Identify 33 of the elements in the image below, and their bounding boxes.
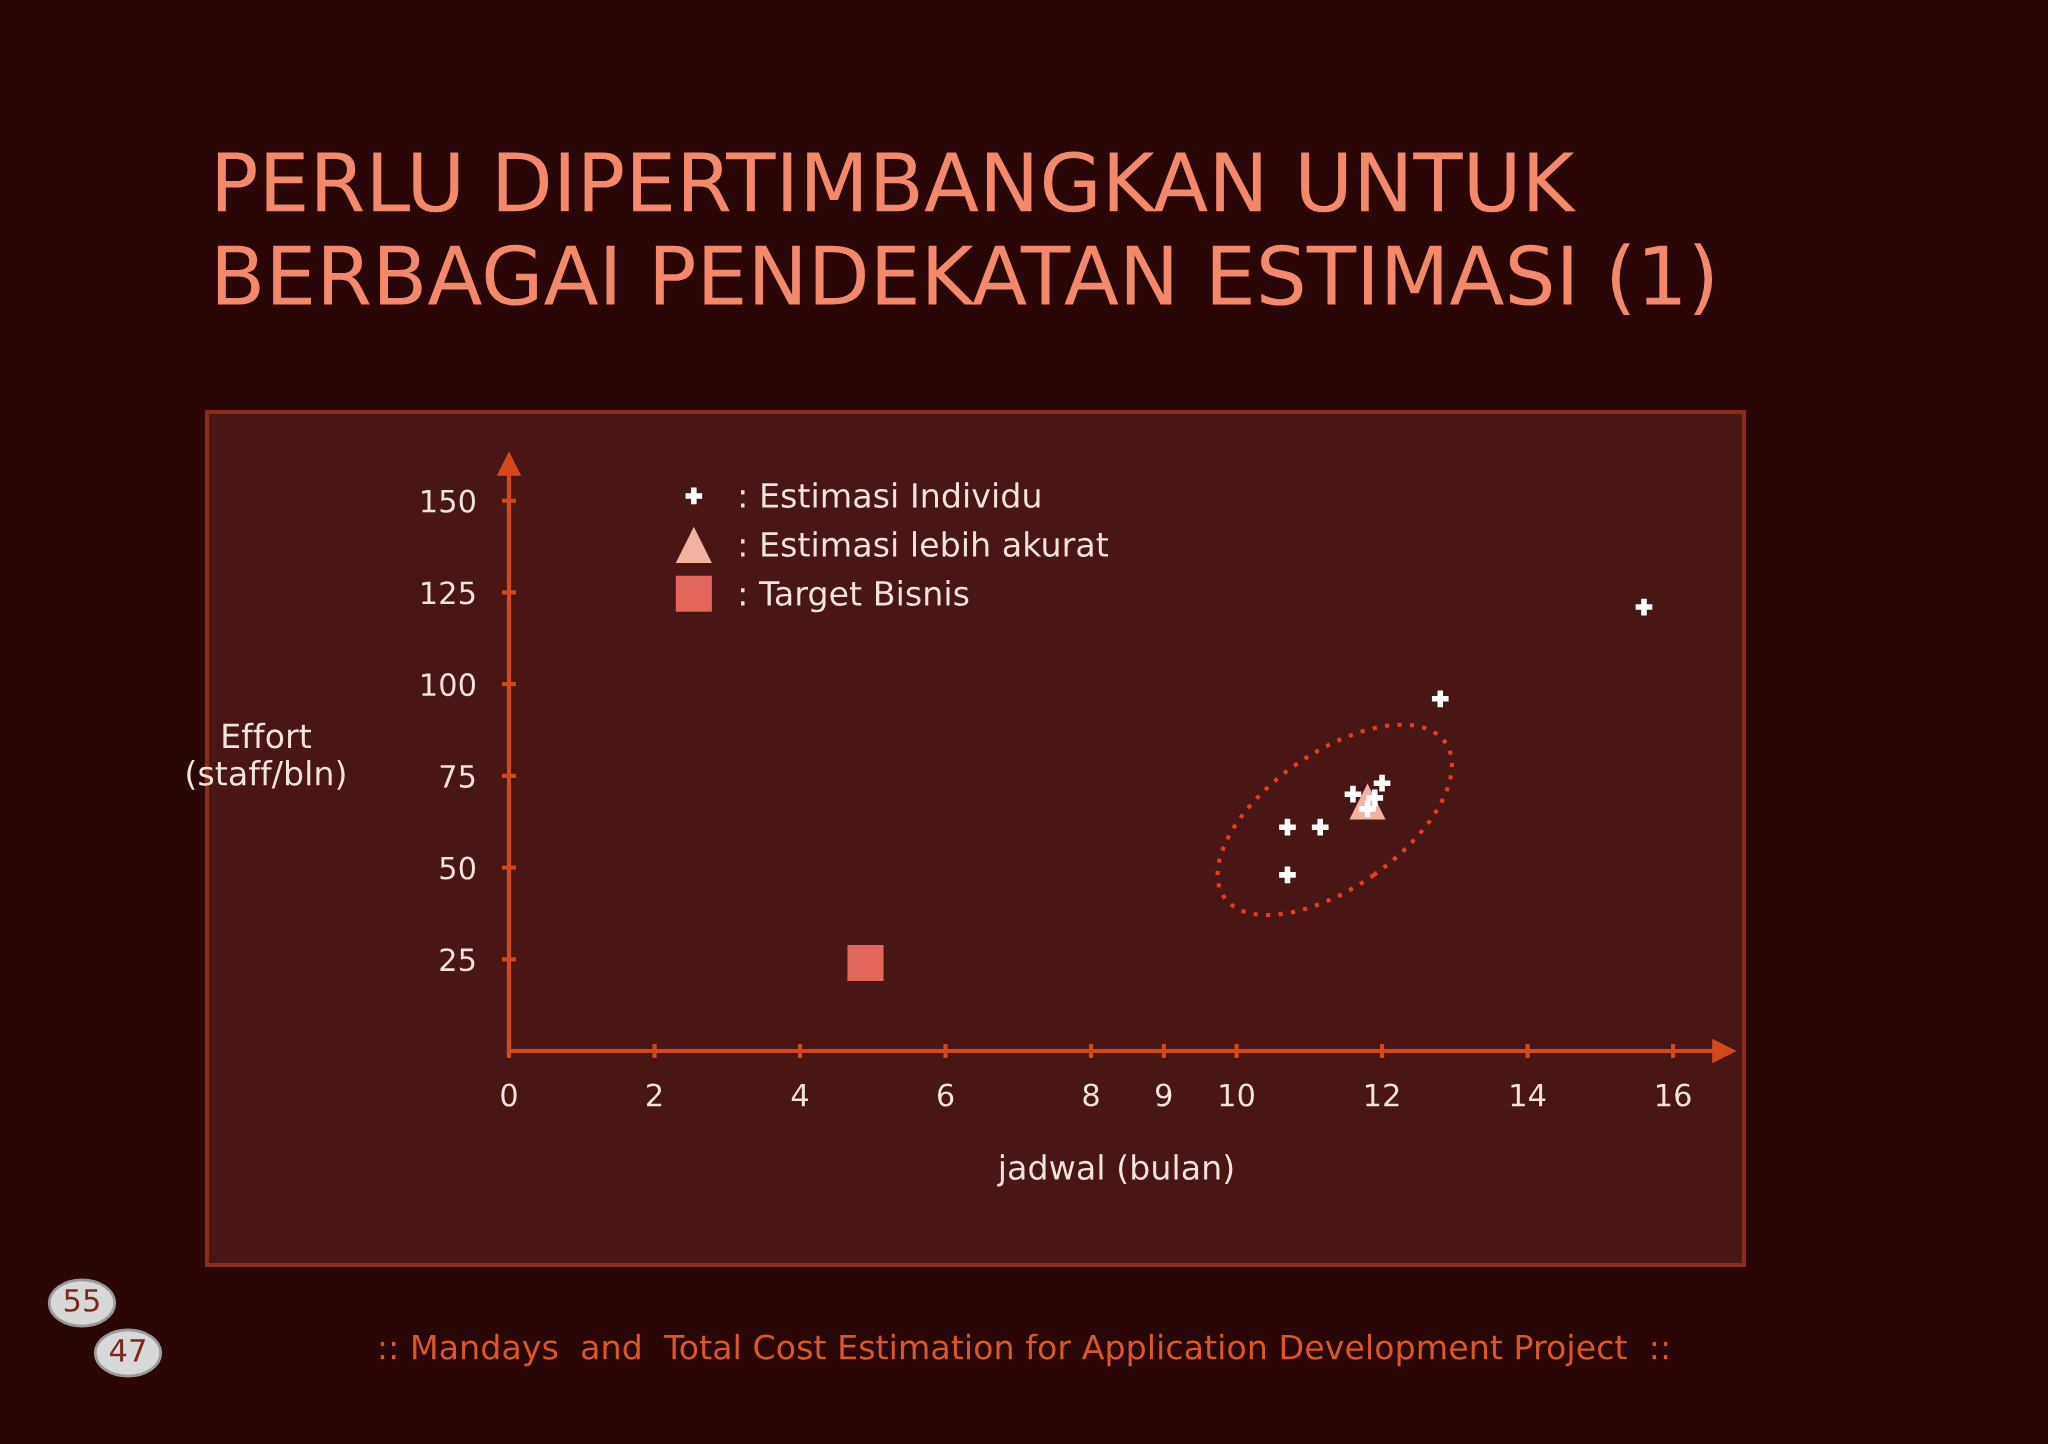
x-tick-label: 4 [791, 1083, 809, 1107]
x-tick-label: 8 [1083, 1083, 1099, 1107]
legend-label: : Estimasi lebih akurat [741, 531, 1108, 557]
text: 47 [110, 1339, 145, 1362]
point [1635, 598, 1653, 616]
x-tick-label: 6 [937, 1083, 954, 1107]
point [1311, 818, 1329, 836]
x-tick-label: 16 [1656, 1083, 1691, 1107]
x-axis-title: jadwal (bulan) [997, 1154, 1233, 1187]
x-tick-label: 9 [1155, 1083, 1172, 1107]
x-tick-label: 0 [501, 1083, 517, 1107]
x-tick-label: 14 [1511, 1083, 1546, 1107]
legend-label: : Estimasi Individu [741, 482, 1040, 509]
point [1344, 785, 1362, 803]
point [847, 944, 884, 982]
y-axis-title: Effort (staff/bln) [187, 722, 345, 790]
point [1431, 690, 1449, 708]
y-tick-label: 100 [422, 673, 476, 697]
x-tick-label: 12 [1365, 1083, 1399, 1107]
x-tick-label: 2 [647, 1083, 662, 1107]
point [1279, 866, 1296, 884]
point [1373, 774, 1391, 792]
point [1279, 818, 1296, 836]
y-tick-label: 25 [440, 948, 475, 972]
chart-title: PERLU DIPERTIMBANGKAN UNTUK BERBAGAI PENDEKATAN ESTIMASI (1) [217, 151, 1713, 316]
x-tick-label: 10 [1220, 1083, 1254, 1107]
text: :: Mandays and Total Cost Estimation for Application Development Project :: [380, 1333, 1668, 1367]
y-tick-label: 75 [440, 765, 475, 788]
y-tick-label: 150 [422, 489, 476, 513]
text: 55 [64, 1289, 99, 1312]
y-tick-label: 125 [422, 581, 475, 605]
legend-label: : Target Bisnis [741, 580, 969, 613]
y-tick-label: 50 [440, 856, 476, 880]
